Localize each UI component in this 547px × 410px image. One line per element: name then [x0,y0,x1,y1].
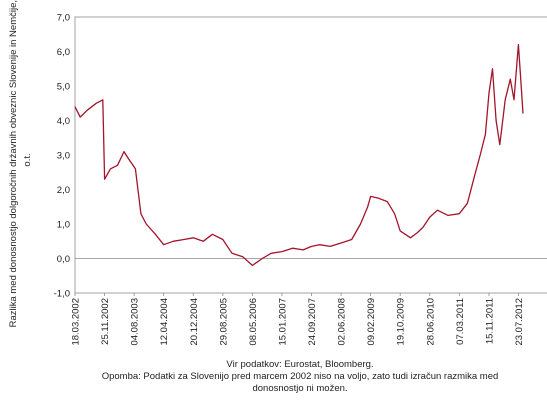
y-tick-label: 0,0 [57,254,70,265]
y-tick-label: 1,0 [57,220,70,231]
x-tick-label: 09.02.2009 [366,298,377,346]
spread-series-line [74,43,524,267]
x-tick-label: 02.06.2008 [337,298,348,346]
y-axis-label-line1: Razlika med donosnostjo dolgoročnih drža… [8,0,19,327]
y-tick-label: 3,0 [57,151,70,162]
y-tick-label: 7,0 [57,13,70,24]
y-tick-label: 4,0 [57,116,70,127]
source-note: Vir podatkov: Eurostat, Bloomberg. [226,359,374,370]
x-axis-ticks: 18.03.2002 25.11.2002 04.08.2003 12.04.2004… [71,293,525,346]
x-tick-label: 15.11.2011 [484,298,495,344]
x-tick-label: 18.03.2002 [71,298,82,346]
spread-line-chart: Razlika med donosnostjo dolgoročnih drža… [8,0,547,346]
x-tick-label: 08.05.2006 [248,298,259,346]
x-tick-label: 24.09.2007 [307,298,318,346]
x-tick-label: 12.04.2004 [159,298,170,346]
y-tick-label: 2,0 [57,185,70,196]
x-tick-label: 07.03.2011 [455,298,466,345]
y-tick-label: 5,0 [57,82,70,93]
x-tick-label: 28.06.2010 [425,298,436,346]
footnote-line1: Opomba: Podatki za Slovenijo pred marcem… [101,371,499,382]
y-axis-label: Razlika med donosnostjo dolgoročnih drža… [8,0,33,327]
y-tick-label: 6,0 [57,47,70,58]
x-tick-label: 04.08.2003 [130,298,141,346]
plot-area [74,16,547,294]
footnote-line2: donosnostjo ni možen. [252,383,348,394]
x-tick-label: 20.12.2004 [189,298,200,346]
x-tick-label: 15.01.2007 [277,298,288,346]
y-tick-label: -1,0 [54,289,70,300]
y-axis-ticks: -1,0 0,0 1,0 2,0 3,0 4,0 5,0 6,0 7,0 [54,13,70,300]
x-tick-label: 23.07.2012 [514,298,525,346]
x-tick-label: 19.10.2009 [396,298,407,346]
y-axis-label-line2: o.t. [22,153,33,166]
x-tick-label: 29.08.2005 [218,298,229,346]
x-tick-label: 25.11.2002 [100,298,111,345]
